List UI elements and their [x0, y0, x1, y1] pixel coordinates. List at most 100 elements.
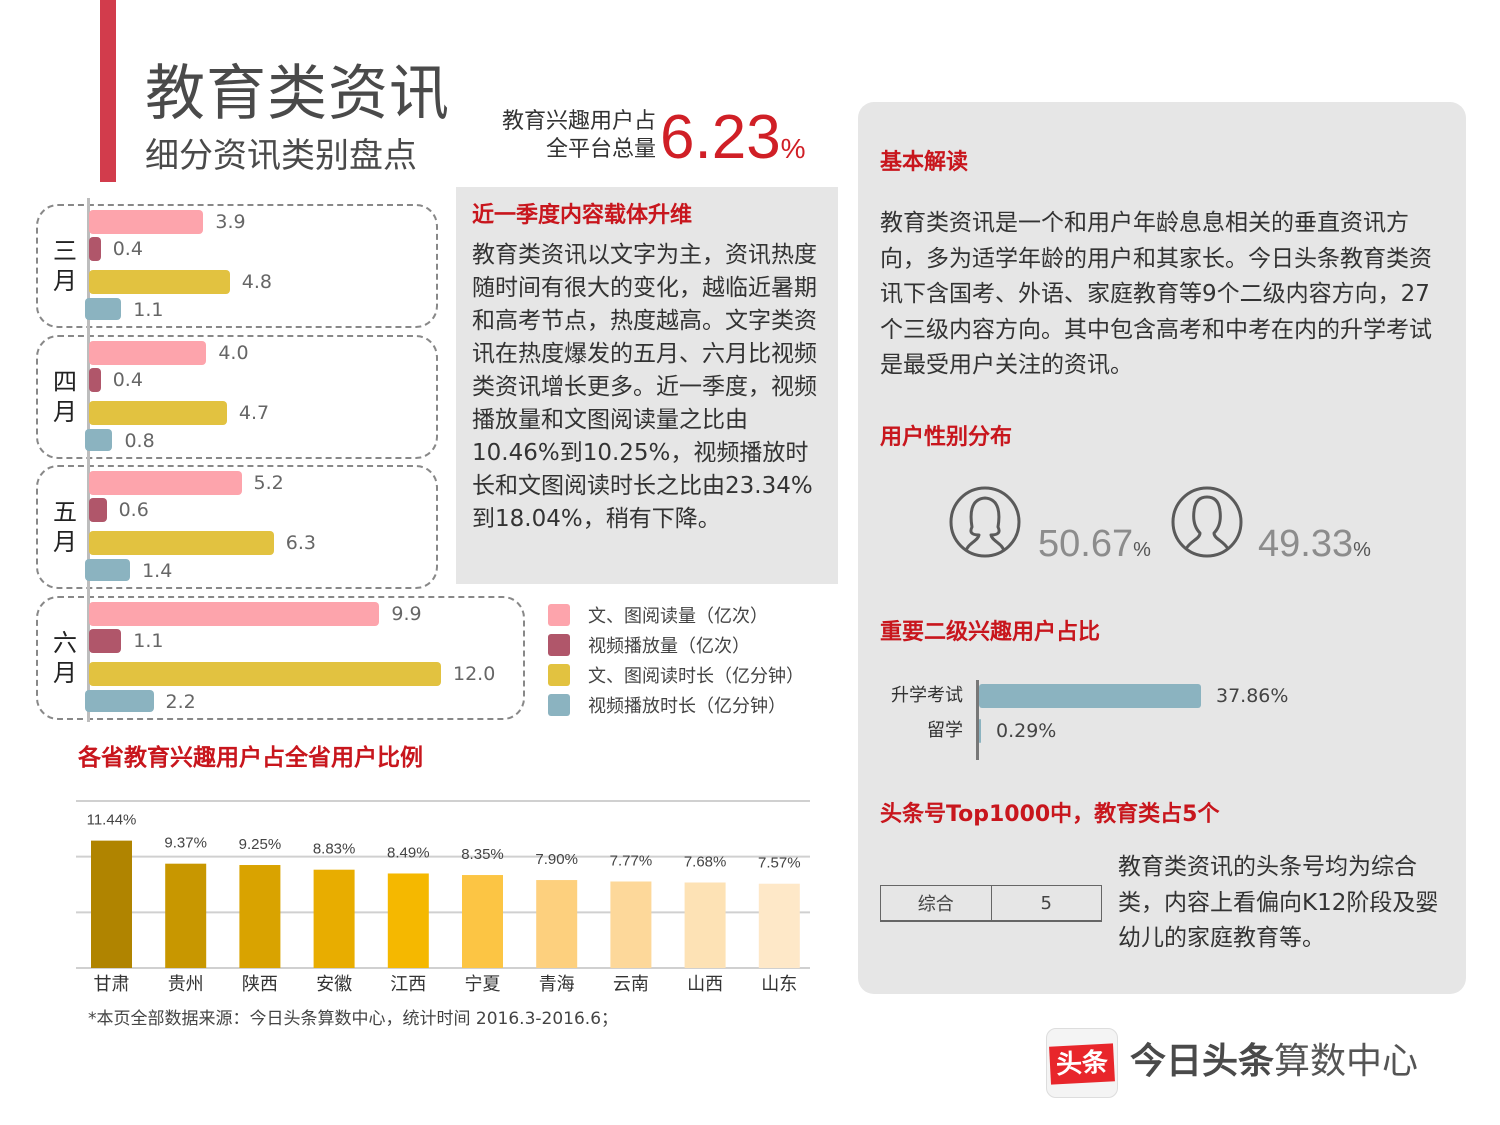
legend-swatch [548, 694, 570, 716]
province-bar [684, 882, 726, 968]
quarter-summary-text: 教育类资讯以文字为主，资讯热度随时间有很大的变化，越临近暑期和高考节点，热度越高… [472, 242, 817, 532]
province-category-label: 青海 [539, 974, 575, 995]
month-label-char: 五 [53, 498, 77, 526]
province-value-label: 8.49% [387, 844, 430, 861]
gender-title: 用户性别分布 [880, 425, 1013, 450]
province-value-label: 11.44% [87, 812, 137, 829]
province-value-label: 8.83% [313, 841, 356, 858]
month-group-box [36, 335, 438, 459]
month-bar-value: 0.8 [124, 430, 155, 452]
month-bar-value: 0.4 [112, 238, 143, 260]
top1000-count-cell: 5 [990, 886, 1102, 920]
top1000-table: 综合 5 [880, 885, 1102, 922]
legend-swatch [548, 664, 570, 686]
month-bar-value: 4.0 [218, 342, 249, 364]
legend-item: 视频播放量（亿次） [548, 632, 750, 658]
legend-item: 视频播放时长（亿分钟） [548, 692, 786, 718]
brand-name-rest: 算数中心 [1274, 1041, 1419, 1082]
province-chart-title: 各省教育兴趣用户占全省用户比例 [78, 745, 423, 771]
basic-reading-title: 基本解读 [880, 150, 969, 175]
interest-value-label: 37.86% [1216, 685, 1289, 707]
kpi-unit: % [780, 133, 806, 164]
province-category-label: 山西 [687, 974, 723, 995]
province-bar [91, 840, 132, 968]
interest-axis-line [976, 680, 979, 760]
month-bar-value: 0.6 [118, 499, 149, 521]
month-bar [89, 401, 227, 425]
province-bar [462, 875, 503, 968]
month-bar-value: 1.1 [133, 299, 164, 321]
month-label: 三月 [51, 236, 79, 296]
month-bar-value: 2.2 [165, 691, 196, 713]
brand-name: 今日头条算数中心 [1130, 1038, 1418, 1086]
legend-item: 文、图阅读时长（亿分钟） [548, 662, 804, 688]
province-category-label: 宁夏 [465, 974, 501, 995]
month-bar [89, 237, 101, 261]
month-bar-value: 3.9 [215, 211, 246, 233]
male-value: 49.33 [1258, 523, 1354, 565]
kpi-label-line1: 教育兴趣用户占 [501, 109, 656, 134]
month-bar [85, 298, 122, 320]
month-bar [85, 690, 154, 712]
month-bar-value: 6.3 [285, 532, 317, 554]
province-category-label: 山东 [761, 974, 797, 995]
month-label-char: 三 [53, 237, 77, 265]
province-bar [165, 863, 207, 968]
month-label-char: 六 [53, 629, 77, 657]
month-group-box [36, 465, 438, 589]
month-group-box [36, 596, 525, 720]
right-info-panel: 基本解读 教育类资讯是一个和用户年龄息息相关的垂直资讯方向，多为适学年龄的用户和… [858, 102, 1466, 994]
kpi-label-line2: 全平台总量 [545, 137, 656, 162]
female-value: 50.67 [1038, 523, 1134, 565]
kpi-label: 教育兴趣用户占 全平台总量 [470, 108, 656, 164]
quarter-summary-title: 近一季度内容载体升维 [472, 203, 693, 228]
month-bar-value: 4.8 [241, 271, 273, 293]
male-percentage: 49.33% [1258, 522, 1371, 572]
female-user-icon [949, 486, 1021, 558]
chart-axis-line [87, 198, 90, 722]
quarter-summary-box: 近一季度内容载体升维 教育类资讯以文字为主，资讯热度随时间有很大的变化，越临近暑… [456, 187, 838, 584]
interest-category-label: 升学考试 [891, 685, 963, 706]
month-bar [85, 429, 113, 451]
month-label: 六月 [51, 628, 79, 688]
province-value-label: 7.77% [610, 852, 653, 869]
month-bar [89, 368, 101, 392]
province-value-label: 7.68% [684, 853, 727, 870]
month-bar-value: 1.4 [142, 560, 173, 582]
month-bar [89, 341, 207, 365]
month-label-char: 月 [53, 659, 77, 687]
page-title: 教育类资讯 [145, 59, 450, 129]
province-category-label: 贵州 [168, 974, 204, 995]
month-bar-value: 0.4 [112, 369, 143, 391]
province-bar [610, 881, 652, 968]
province-bar [536, 880, 578, 968]
legend-label: 文、图阅读时长（亿分钟） [588, 666, 804, 687]
female-unit: % [1133, 539, 1151, 561]
male-unit: % [1353, 539, 1371, 561]
month-bar [89, 270, 230, 294]
month-bar [89, 471, 242, 495]
month-label: 五月 [51, 497, 79, 557]
top1000-text: 教育类资讯的头条号均为综合类，内容上看偏向K12阶段及婴幼儿的家庭教育等。 [1118, 854, 1439, 951]
month-bar-value: 4.7 [238, 402, 270, 424]
kpi-value: 6.23% [660, 100, 806, 187]
province-value-label: 7.57% [758, 855, 801, 872]
legend-swatch [548, 634, 570, 656]
month-bar [89, 498, 107, 522]
month-bar [89, 602, 380, 626]
province-bar [239, 865, 281, 968]
month-group-box [36, 204, 438, 328]
month-label-char: 月 [53, 267, 77, 295]
brand-name-bold: 今日头条 [1130, 1041, 1275, 1082]
basic-reading-text: 教育类资讯是一个和用户年龄息息相关的垂直资讯方向，多为适学年龄的用户和其家长。今… [880, 210, 1432, 378]
month-bar [89, 629, 122, 653]
province-category-label: 江西 [390, 974, 426, 995]
month-bar [89, 662, 441, 686]
province-category-label: 陕西 [242, 974, 278, 995]
legend-swatch [548, 604, 570, 626]
legend-label: 文、图阅读量（亿次） [588, 606, 768, 627]
interest-category-label: 留学 [927, 720, 963, 741]
month-bar [89, 531, 274, 555]
interest-title: 重要二级兴趣用户占比 [880, 620, 1101, 645]
male-user-icon [1171, 486, 1243, 558]
